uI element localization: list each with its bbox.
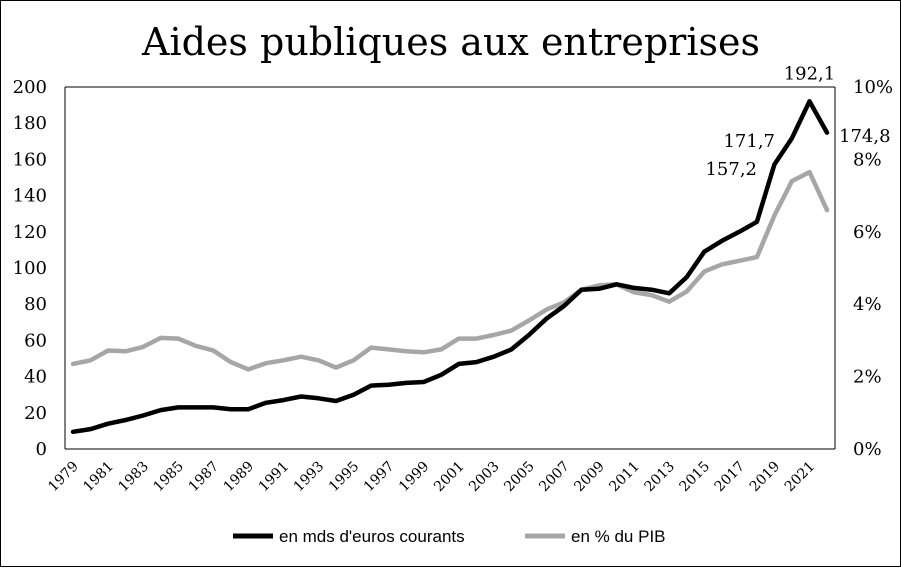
y-left-tick-label: 0 (36, 439, 47, 460)
series-line-mds-euros (70, 99, 830, 435)
series-layer (70, 99, 830, 435)
x-tick-label: 1981 (80, 459, 117, 496)
legend: en mds d'euros courants en % du PIB (233, 527, 666, 546)
x-tick-label: 1997 (361, 459, 398, 496)
x-tick-label: 2005 (501, 459, 538, 496)
y-right-tick-label: 2% (853, 367, 882, 388)
y-left-tick-label: 120 (13, 222, 47, 243)
x-tick-label: 1991 (256, 459, 293, 496)
y-right-tick-label: 10% (853, 77, 893, 98)
y-right-tick-label: 0% (853, 439, 882, 460)
data-label-2022: 174,8 (839, 126, 891, 147)
chart-title: Aides publiques aux entreprises (141, 20, 760, 64)
x-tick-label: 2021 (782, 459, 819, 496)
x-tick-label: 2015 (677, 459, 714, 496)
x-tick-label: 2011 (606, 459, 643, 496)
x-tick-label: 1985 (151, 459, 188, 496)
x-tick-label: 1993 (291, 459, 328, 496)
data-label-2019: 157,2 (705, 159, 757, 180)
y-left-tick-label: 160 (13, 149, 47, 170)
x-tick-label: 2017 (712, 459, 749, 496)
y-right-tick-label: 4% (853, 294, 882, 315)
x-tick-label: 1999 (396, 459, 433, 496)
annotations: 192,1 171,7 157,2 174,8 (705, 63, 890, 180)
x-tick-label: 1983 (115, 459, 152, 496)
y-right-tick-label: 8% (853, 149, 882, 170)
y-left-tick-label: 80 (24, 294, 47, 315)
y-left-tick-label: 140 (13, 186, 47, 207)
y-left-tick-label: 180 (13, 113, 47, 134)
x-axis: 1979198119831985198719891991199319951997… (45, 459, 818, 496)
legend-entry-label: en % du PIB (571, 527, 666, 546)
data-label-2020: 171,7 (723, 131, 775, 152)
y-left-tick-label: 60 (24, 330, 47, 351)
series-line-pct-pib (70, 169, 830, 372)
data-label-2021: 192,1 (784, 63, 836, 84)
x-tick-label: 1987 (186, 459, 223, 496)
x-tick-label: 1989 (221, 459, 258, 496)
y-left-tick-label: 100 (13, 258, 47, 279)
y-axis-left: 0 20 40 60 80 100 120 140 160 180 200 (13, 77, 47, 460)
x-tick-label: 1995 (326, 459, 363, 496)
y-axis-right: 0% 2% 4% 6% 8% 10% (853, 77, 893, 460)
x-tick-label: 2003 (466, 459, 503, 496)
x-tick-label: 1979 (45, 459, 82, 496)
x-tick-label: 2019 (747, 459, 784, 496)
x-tick-label: 2013 (641, 459, 678, 496)
x-tick-label: 2007 (536, 459, 573, 496)
y-left-tick-label: 40 (24, 367, 47, 388)
y-left-tick-label: 20 (24, 403, 47, 424)
y-right-tick-label: 6% (853, 222, 882, 243)
x-tick-label: 2009 (571, 459, 608, 496)
y-left-tick-label: 200 (13, 77, 47, 98)
legend-entry-label: en mds d'euros courants (279, 527, 465, 546)
x-tick-label: 2001 (431, 459, 468, 496)
